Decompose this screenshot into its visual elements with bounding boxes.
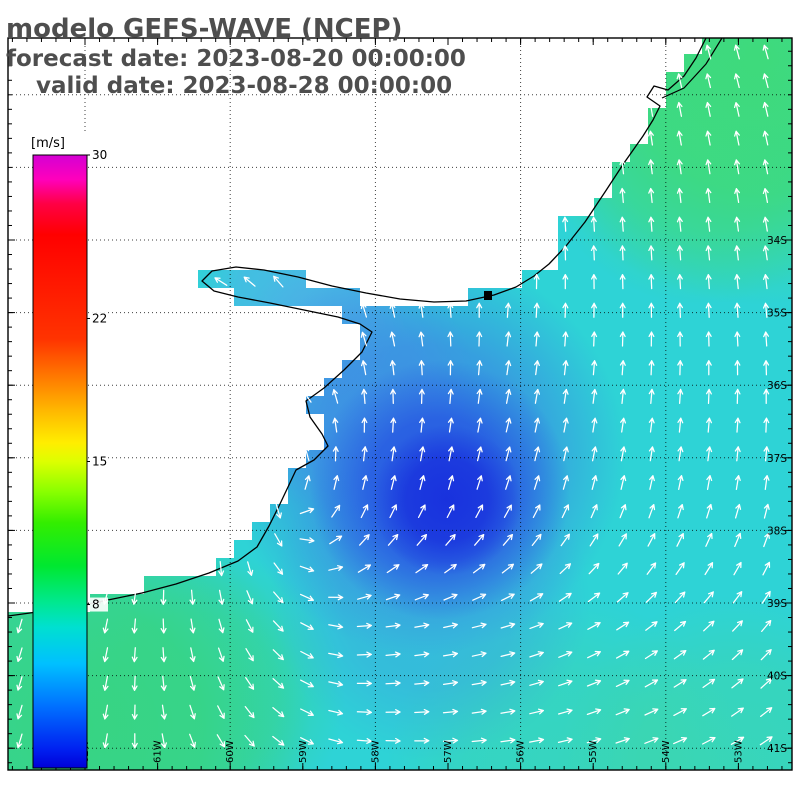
lon-label: 57W: [443, 740, 454, 763]
lat-label: 41S: [767, 743, 787, 755]
coastline: [7, 37, 723, 617]
lon-label: 53W: [733, 740, 744, 763]
valid-date-label: valid date: 2023-08-28 00:00:00: [36, 73, 453, 99]
lat-label: 36S: [767, 380, 787, 392]
lon-label: 55W: [588, 740, 599, 763]
axis-labels: 34S35S36S37S38S39S40S41S62W61W60W59W58W5…: [80, 235, 787, 763]
lon-label: 60W: [225, 740, 236, 763]
colorbar-tick-label: 8: [92, 598, 100, 612]
lon-label: 61W: [153, 740, 164, 763]
forecast-date-label: forecast date: 2023-08-20 00:00:00: [6, 46, 466, 72]
lat-label: 39S: [767, 598, 787, 610]
lon-label: 59W: [298, 740, 309, 763]
plot-border-ticks: [7, 37, 793, 771]
lon-label: 56W: [516, 740, 527, 763]
wind-arrows: [16, 44, 773, 749]
model-title: modelo GEFS-WAVE (NCEP): [6, 14, 403, 44]
colorbar-unit-label: [m/s]: [31, 136, 65, 151]
graticule: [8, 38, 792, 770]
colorbar: [m/s] 30 22 15 8: [29, 131, 108, 769]
lat-label: 35S: [767, 308, 787, 320]
lat-label: 40S: [767, 671, 787, 683]
colorbar-tick-label: 22: [92, 311, 107, 325]
lon-label: 54W: [661, 740, 672, 763]
station-marker: [484, 291, 492, 300]
colorbar-tick-label: 30: [92, 148, 107, 162]
lat-label: 34S: [767, 235, 787, 247]
lat-label: 38S: [767, 525, 787, 537]
colorbar-tick-label: 15: [92, 455, 107, 469]
lon-label: 58W: [370, 740, 381, 763]
lat-label: 37S: [767, 453, 787, 465]
